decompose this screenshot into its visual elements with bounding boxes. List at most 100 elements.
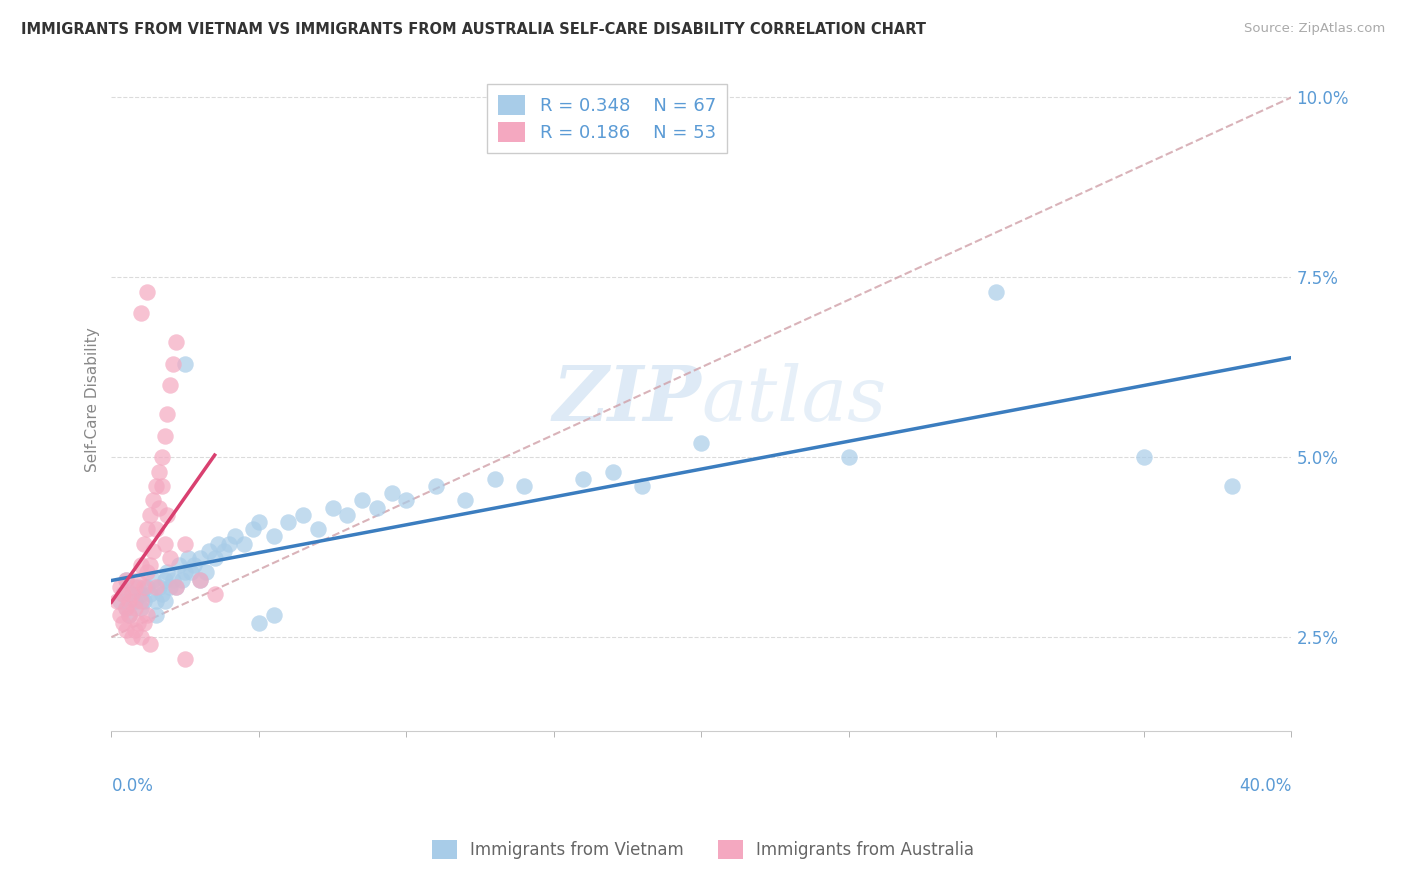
- Point: [121, 630, 143, 644]
- Point: [142, 493, 165, 508]
- Point: [132, 594, 155, 608]
- Point: [127, 615, 149, 630]
- Point: [177, 550, 200, 565]
- Point: [690, 435, 713, 450]
- Point: [145, 594, 167, 608]
- Point: [292, 508, 315, 522]
- Point: [277, 515, 299, 529]
- Point: [129, 558, 152, 573]
- Point: [124, 601, 146, 615]
- Point: [247, 615, 270, 630]
- Point: [129, 587, 152, 601]
- Point: [145, 522, 167, 536]
- Point: [139, 558, 162, 573]
- Text: 40.0%: 40.0%: [1239, 777, 1292, 795]
- Point: [129, 594, 152, 608]
- Legend: Immigrants from Vietnam, Immigrants from Australia: Immigrants from Vietnam, Immigrants from…: [426, 834, 980, 866]
- Point: [366, 500, 388, 515]
- Point: [132, 615, 155, 630]
- Point: [204, 550, 226, 565]
- Point: [484, 472, 506, 486]
- Point: [165, 580, 187, 594]
- Point: [233, 536, 256, 550]
- Point: [121, 587, 143, 601]
- Point: [263, 529, 285, 543]
- Point: [336, 508, 359, 522]
- Point: [180, 566, 202, 580]
- Point: [167, 558, 190, 573]
- Point: [174, 566, 197, 580]
- Point: [247, 515, 270, 529]
- Point: [159, 580, 181, 594]
- Point: [207, 536, 229, 550]
- Point: [132, 580, 155, 594]
- Point: [118, 594, 141, 608]
- Point: [572, 472, 595, 486]
- Point: [148, 500, 170, 515]
- Point: [153, 573, 176, 587]
- Text: ZIP: ZIP: [553, 362, 702, 436]
- Point: [124, 580, 146, 594]
- Point: [135, 566, 157, 580]
- Point: [115, 601, 138, 615]
- Point: [139, 587, 162, 601]
- Point: [156, 566, 179, 580]
- Point: [263, 608, 285, 623]
- Point: [148, 580, 170, 594]
- Point: [183, 558, 205, 573]
- Point: [156, 508, 179, 522]
- Point: [165, 580, 187, 594]
- Point: [112, 587, 135, 601]
- Point: [986, 285, 1008, 299]
- Point: [148, 465, 170, 479]
- Point: [150, 479, 173, 493]
- Point: [112, 615, 135, 630]
- Point: [454, 493, 477, 508]
- Point: [129, 630, 152, 644]
- Point: [156, 407, 179, 421]
- Point: [212, 543, 235, 558]
- Point: [118, 608, 141, 623]
- Point: [425, 479, 447, 493]
- Point: [145, 608, 167, 623]
- Point: [142, 543, 165, 558]
- Text: atlas: atlas: [702, 362, 887, 436]
- Point: [135, 608, 157, 623]
- Text: IMMIGRANTS FROM VIETNAM VS IMMIGRANTS FROM AUSTRALIA SELF-CARE DISABILITY CORREL: IMMIGRANTS FROM VIETNAM VS IMMIGRANTS FR…: [21, 22, 927, 37]
- Point: [159, 378, 181, 392]
- Point: [162, 573, 184, 587]
- Point: [322, 500, 344, 515]
- Point: [115, 601, 138, 615]
- Point: [153, 536, 176, 550]
- Point: [174, 357, 197, 371]
- Point: [838, 450, 860, 465]
- Point: [159, 550, 181, 565]
- Point: [150, 450, 173, 465]
- Point: [242, 522, 264, 536]
- Point: [165, 334, 187, 349]
- Point: [121, 587, 143, 601]
- Point: [139, 508, 162, 522]
- Point: [150, 587, 173, 601]
- Point: [381, 486, 404, 500]
- Point: [115, 573, 138, 587]
- Text: 0.0%: 0.0%: [111, 777, 153, 795]
- Point: [118, 608, 141, 623]
- Point: [112, 587, 135, 601]
- Point: [602, 465, 624, 479]
- Point: [135, 522, 157, 536]
- Point: [1222, 479, 1244, 493]
- Point: [153, 428, 176, 442]
- Point: [194, 566, 217, 580]
- Point: [129, 306, 152, 320]
- Point: [142, 573, 165, 587]
- Point: [105, 594, 128, 608]
- Point: [197, 543, 219, 558]
- Point: [110, 580, 132, 594]
- Point: [153, 594, 176, 608]
- Point: [307, 522, 329, 536]
- Point: [218, 536, 240, 550]
- Legend: R = 0.348    N = 67, R = 0.186    N = 53: R = 0.348 N = 67, R = 0.186 N = 53: [488, 84, 727, 153]
- Point: [145, 580, 167, 594]
- Point: [224, 529, 246, 543]
